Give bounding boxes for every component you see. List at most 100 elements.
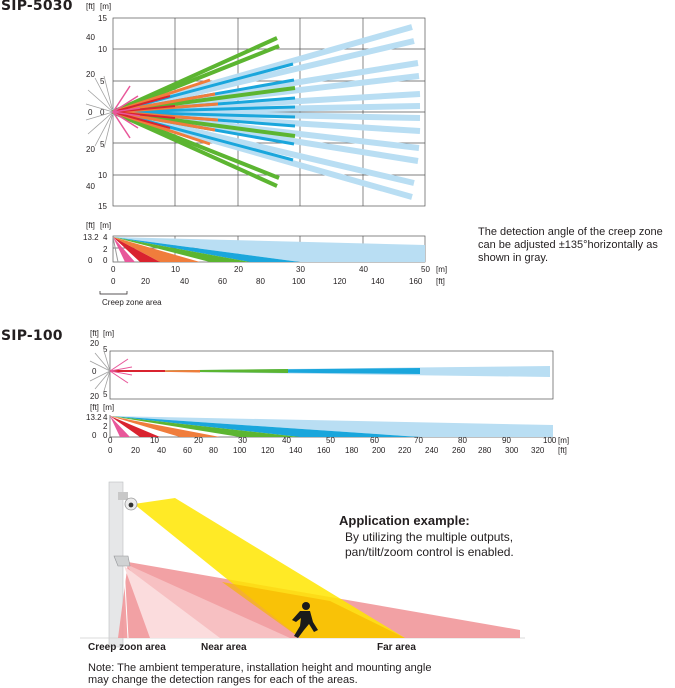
- ptz-camera-icon: [118, 492, 138, 511]
- sip100-creep-rays: [89, 350, 111, 392]
- tick-m-15b: 15: [98, 202, 107, 211]
- xm-unit: [m]: [436, 265, 447, 274]
- sip100-diagram: [ft] [m] 20 5 0 5 20 [ft] [m]: [86, 329, 569, 455]
- creep-area-zone: [124, 566, 220, 638]
- s100-xm-10: 10: [150, 436, 159, 445]
- s100-xm-90: 90: [502, 436, 511, 445]
- s100-xm-50: 50: [326, 436, 335, 445]
- tick-m-10: 10: [98, 45, 107, 54]
- camera-view-beam: [134, 498, 405, 638]
- s100-xft-260: 260: [452, 446, 466, 455]
- sip100-side-ft-13: 13.2: [86, 413, 102, 422]
- side-ft-unit: [ft]: [86, 221, 95, 230]
- application-text: Application example: By utilizing the mu…: [339, 513, 514, 560]
- s100-xft-280: 280: [478, 446, 492, 455]
- s100-xft-40: 40: [157, 446, 166, 455]
- xft-160: 160: [409, 277, 423, 286]
- sip100-side-labels: 13.2 0 4 2 0: [86, 413, 108, 440]
- sip100-m-5b: 5: [103, 390, 108, 399]
- s100-xm-30: 30: [238, 436, 247, 445]
- sip100-side-beams: [110, 416, 553, 437]
- side-m-unit: [m]: [100, 221, 111, 230]
- application-body-line1: By utilizing the multiple outputs,: [345, 530, 514, 544]
- person-icon: [292, 602, 318, 638]
- s100-xm-unit: [m]: [558, 436, 569, 445]
- sip100-side-m-4: 4: [103, 413, 108, 422]
- sip100-side-m-0: 0: [103, 431, 108, 440]
- sip100-x-axis-m: 0 10 20 30 40 50 60 70 80 90 100 [m]: [108, 436, 569, 445]
- s100-xm-70: 70: [414, 436, 423, 445]
- tick-m-0: 0: [100, 108, 105, 117]
- tick-ft-40b: 40: [86, 182, 95, 191]
- side-beams: [112, 236, 425, 263]
- top-m-unit: [m]: [100, 2, 111, 11]
- s100-xft-140: 140: [289, 446, 303, 455]
- model-title-sip5030: SIP-5030: [1, 0, 73, 14]
- sip100-ft-0: 0: [92, 367, 97, 376]
- xft-0: 0: [111, 277, 116, 286]
- s100-xft-unit: [ft]: [558, 446, 567, 455]
- sip100-m-5: 5: [103, 345, 108, 354]
- beams-red: [112, 95, 176, 129]
- x-axis-m: 0 10 20 30 40 50 [m]: [111, 265, 447, 274]
- s100-xm-60: 60: [370, 436, 379, 445]
- tick-m-10b: 10: [98, 171, 107, 180]
- side-axis-labels: 13.2 0 4 2 0: [83, 233, 108, 265]
- sip100-ft-unit: [ft]: [90, 329, 99, 338]
- xm-50: 50: [421, 265, 430, 274]
- x-axis-ft: 0 20 40 60 80 100 120 140 160 [ft]: [111, 277, 445, 286]
- top-ft-unit: [ft]: [86, 2, 95, 11]
- xft-140: 140: [371, 277, 385, 286]
- s100-xft-20: 20: [131, 446, 140, 455]
- xm-40: 40: [359, 265, 368, 274]
- footnote-line1: Note: The ambient temperature, installat…: [88, 662, 432, 674]
- sip100-pink-rays: [109, 358, 133, 384]
- tick-ft-0: 0: [88, 108, 93, 117]
- creep-bracket: [99, 291, 128, 295]
- creep-note-line3: shown in gray.: [478, 252, 549, 264]
- creep-edge: [123, 565, 129, 639]
- xft-120: 120: [333, 277, 347, 286]
- s100-xm-40: 40: [282, 436, 291, 445]
- sip100-side-m-2: 2: [103, 422, 108, 431]
- sip100-top-beams: [110, 366, 550, 377]
- tick-ft-20: 20: [86, 70, 95, 79]
- s100-xft-160: 160: [317, 446, 331, 455]
- xft-100: 100: [292, 277, 306, 286]
- s100-xft-300: 300: [505, 446, 519, 455]
- creep-gray-rays: [85, 75, 114, 149]
- s100-xm-0: 0: [108, 436, 113, 445]
- sensor-icon: [113, 555, 131, 567]
- footnote: Note: The ambient temperature, installat…: [88, 662, 431, 686]
- tick-m-5b: 5: [100, 140, 105, 149]
- s100-xm-80: 80: [458, 436, 467, 445]
- model-title-sip100: SIP-100: [1, 328, 63, 344]
- creep-zone-label: Creep zone area: [102, 298, 162, 307]
- xft-60: 60: [218, 277, 227, 286]
- beams-pink: [112, 85, 141, 139]
- sip100-m-unit: [m]: [103, 329, 114, 338]
- s100-xft-180: 180: [345, 446, 359, 455]
- creep-note-line2: can be adjusted ±135°horizontally as: [478, 239, 658, 251]
- s100-xm-100: 100: [543, 436, 557, 445]
- sip100-top-labels: 20 5 0 5 20: [90, 339, 108, 401]
- tick-m-15: 15: [98, 14, 107, 23]
- tick-ft-40: 40: [86, 33, 95, 42]
- xft-20: 20: [141, 277, 150, 286]
- xm-10: 10: [171, 265, 180, 274]
- beam-overlap: [222, 582, 405, 638]
- xft-unit: [ft]: [436, 277, 445, 286]
- xft-80: 80: [256, 277, 265, 286]
- sip100-side-ft-unit: [ft]: [90, 403, 99, 412]
- application-title: Application example:: [339, 513, 470, 528]
- side-m-2: 2: [103, 245, 108, 254]
- side-ft-0: 0: [88, 256, 93, 265]
- zone-label-far: Far area: [377, 642, 416, 653]
- s100-xft-100: 100: [233, 446, 247, 455]
- s100-xm-20: 20: [194, 436, 203, 445]
- sip100-side-m-unit: [m]: [103, 403, 114, 412]
- tick-m-5: 5: [100, 77, 105, 86]
- sip100-side-ft-0: 0: [92, 431, 97, 440]
- s100-xft-80: 80: [209, 446, 218, 455]
- xm-20: 20: [234, 265, 243, 274]
